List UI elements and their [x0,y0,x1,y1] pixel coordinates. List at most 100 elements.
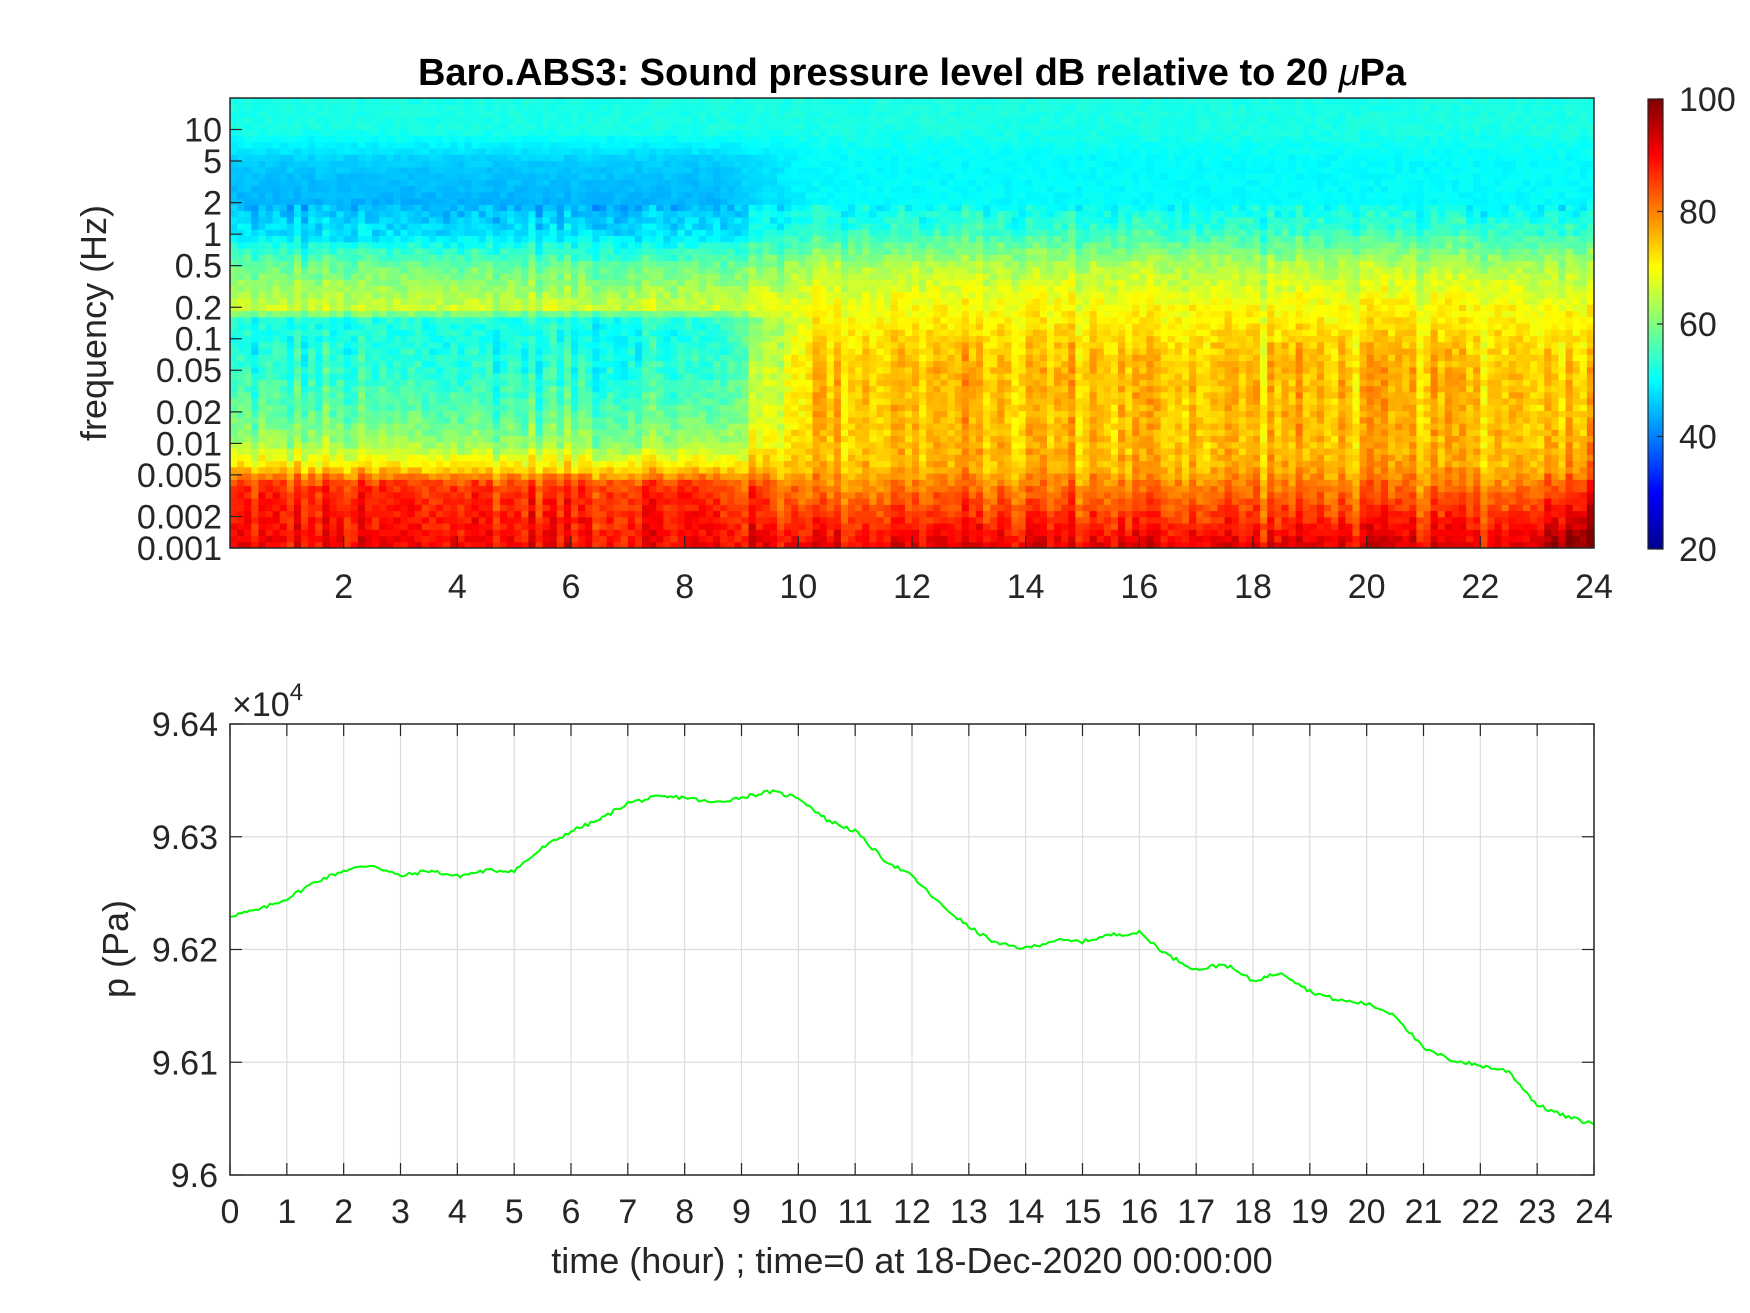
heatmap-cell [315,98,323,105]
heatmap-cell [663,416,672,424]
heatmap-cell [400,360,409,368]
heatmap-cell [677,385,686,393]
heatmap-cell [237,210,245,218]
heatmap-cell [578,310,586,318]
heatmap-cell [272,373,281,380]
heatmap-cell [315,210,323,218]
heatmap-cell [471,448,480,455]
heatmap-cell [720,523,728,530]
heatmap-cell [478,441,487,449]
heatmap-cell [606,323,615,330]
heatmap-cell [684,498,693,505]
heatmap-cell [407,523,416,530]
heatmap-cell [563,104,572,112]
heatmap-cell [258,523,267,530]
heatmap-cell [627,185,636,193]
heatmap-cell [258,385,267,393]
heatmap-cell [372,404,380,412]
heatmap-cell [244,360,252,368]
heatmap-cell [421,448,430,455]
heatmap-cell [279,129,288,137]
heatmap-cell [407,229,416,237]
heatmap-cell [286,191,295,199]
heatmap-cell [507,391,515,399]
heatmap-cell [315,404,323,412]
heatmap-cell [379,148,387,155]
heatmap-cell [613,223,622,230]
heatmap-cell [571,116,579,124]
heatmap-cell [613,98,622,105]
heatmap-cell [613,379,622,387]
heatmap-cell [649,273,657,280]
heatmap-cell [230,504,238,512]
heatmap-cell [713,523,721,530]
heatmap-cell [606,185,615,193]
heatmap-cell [357,429,366,437]
heatmap-cell [443,448,451,455]
heatmap-cell [620,235,629,243]
heatmap-cell [322,454,331,462]
heatmap-cell [585,198,593,205]
heatmap-cell [421,285,430,293]
heatmap-cell [713,360,721,368]
heatmap-cell [450,416,458,424]
heatmap-cell [301,516,309,524]
heatmap-cell [237,529,245,537]
heatmap-cell [649,360,657,368]
heatmap-cell [265,216,274,224]
heatmap-cell [507,279,515,287]
heatmap-cell [372,423,380,430]
heatmap-cell [336,260,345,268]
heatmap-cell [251,223,260,230]
heatmap-cell [549,229,558,237]
heatmap-cell [322,529,331,537]
heatmap-cell [443,460,451,468]
heatmap-cell [535,173,544,180]
heatmap-cell [571,429,579,437]
heatmap-cell [301,241,309,249]
heatmap-cell [656,460,664,468]
heatmap-cell [670,423,679,430]
heatmap-cell [663,273,672,280]
heatmap-cell [649,529,657,537]
heatmap-cell [677,429,686,437]
heatmap-cell [499,323,508,330]
heatmap-cell [471,141,480,149]
heatmap-cell [244,416,252,424]
heatmap-cell [237,204,245,212]
heatmap-cell [421,335,430,343]
heatmap-cell [322,473,331,480]
heatmap-cell [400,516,409,524]
heatmap-cell [606,104,615,112]
heatmap-cell [329,360,338,368]
heatmap-cell [428,410,437,418]
heatmap-cell [308,529,316,537]
heatmap-cell [684,204,693,212]
heatmap-cell [599,535,608,543]
heatmap-cell [400,204,409,212]
heatmap-cell [407,273,416,280]
heatmap-cell [599,454,608,462]
heatmap-cell [556,435,565,443]
heatmap-cell [421,179,430,187]
heatmap-cell [713,398,721,405]
heatmap-cell [670,498,679,505]
heatmap-cell [571,466,579,474]
heatmap-cell [642,141,650,149]
heatmap-cell [421,429,430,437]
heatmap-cell [485,510,494,518]
heatmap-cell [705,148,714,155]
heatmap-cell [663,279,672,287]
heatmap-cell [457,410,466,418]
heatmap-cell [478,298,487,305]
heatmap-cell [343,154,352,162]
heatmap-cell [322,391,331,399]
heatmap-cell [301,198,309,205]
heatmap-cell [698,523,707,530]
heatmap-cell [535,529,544,537]
heatmap-cell [478,260,487,268]
heatmap-cell [549,316,558,324]
heatmap-cell [421,185,430,193]
heatmap-cell [634,248,643,255]
heatmap-cell [556,154,565,162]
